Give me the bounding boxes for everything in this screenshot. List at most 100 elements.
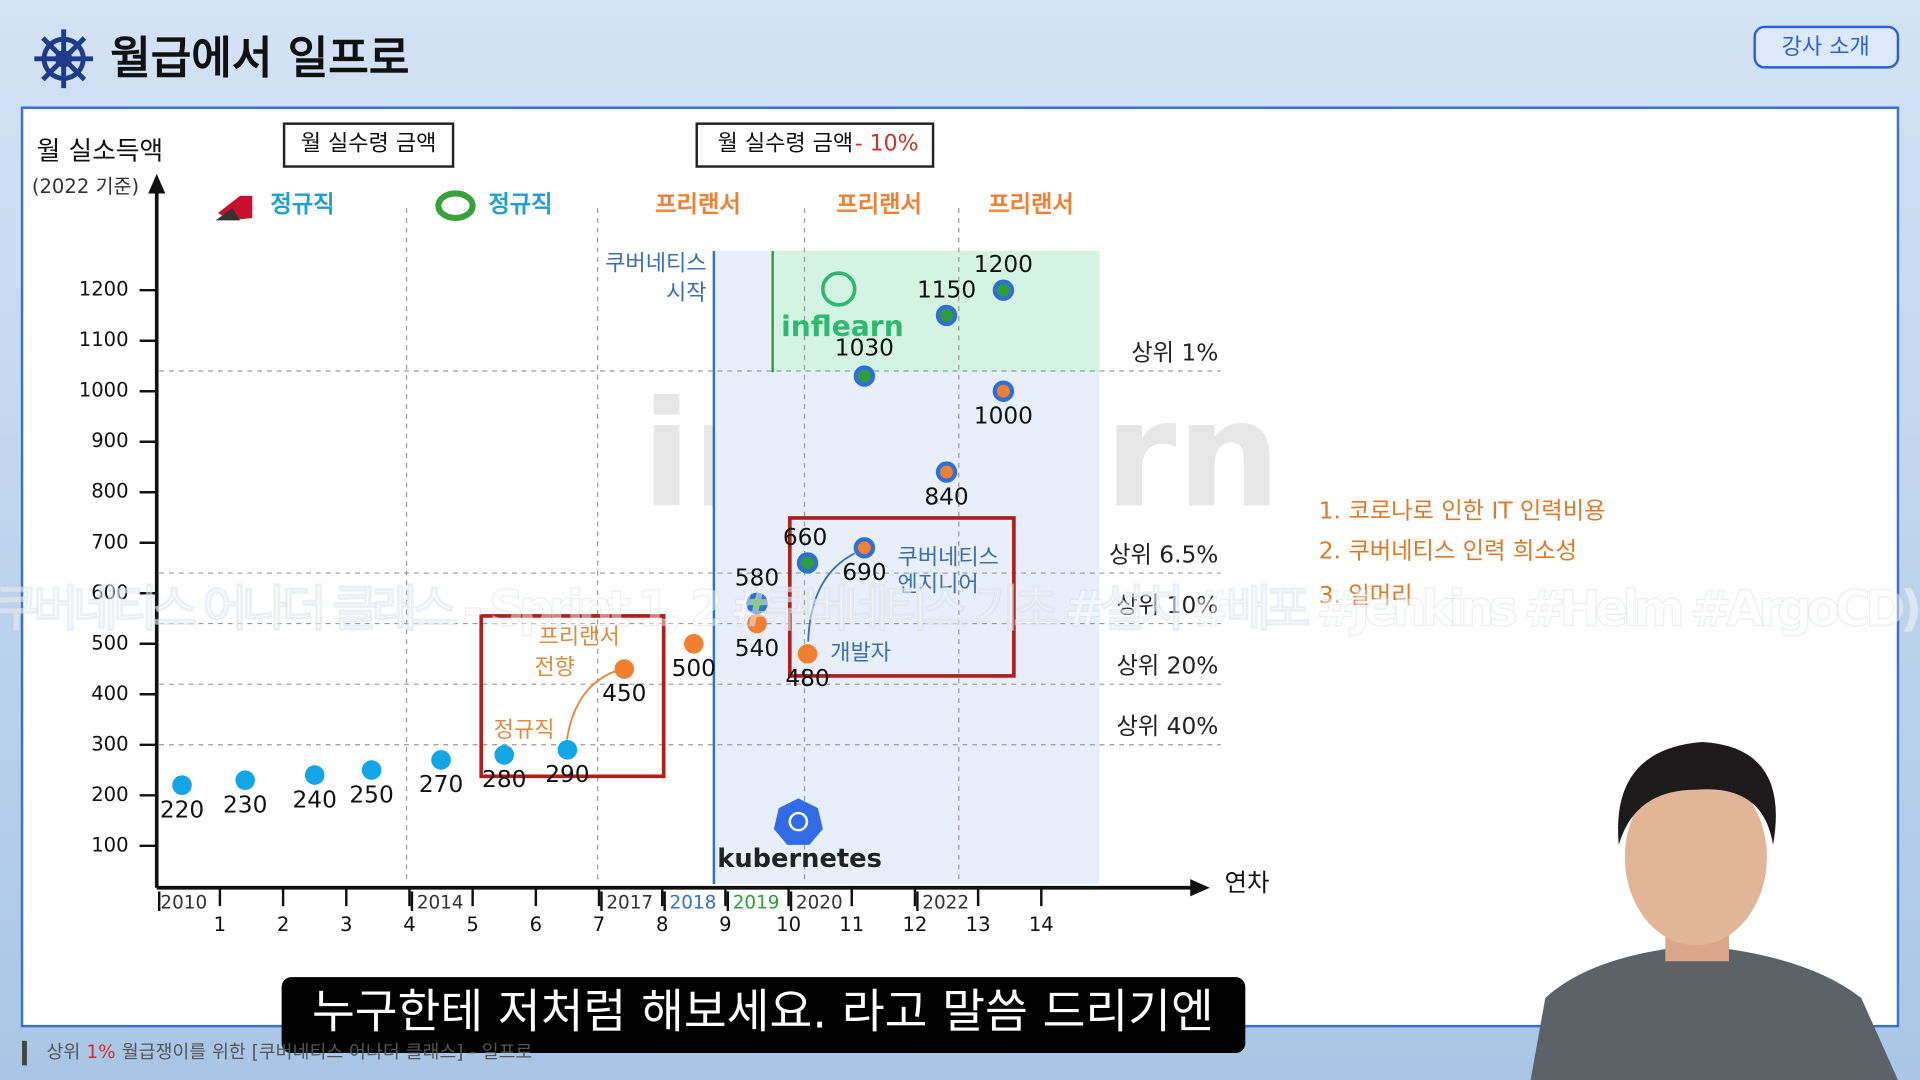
year-label: 2018: [670, 893, 717, 914]
y-tick-label: 200: [91, 783, 128, 806]
annotation: 시작: [666, 281, 707, 306]
threshold-label: 상위 40%: [1117, 713, 1219, 740]
y-tick-label: 500: [91, 631, 128, 654]
data-label: 280: [482, 766, 526, 793]
year-label: 2014: [417, 893, 464, 914]
ticker: 쿠버네티스 어나더 클래스 - Sprint 1, 2 #쿠버네티스 기초 #설…: [0, 581, 1920, 638]
salary-box-label: 월 실수령 금액: [301, 131, 437, 156]
salary-box-label: 월 실수령 금액: [718, 131, 854, 156]
data-label: 540: [735, 635, 779, 662]
data-label: 1150: [917, 276, 976, 303]
data-label: 450: [602, 680, 646, 707]
threshold-label: 상위 10%: [1117, 592, 1219, 619]
presenter-face: [1624, 768, 1767, 946]
x-tick-label: 4: [403, 913, 415, 936]
data-label: 290: [545, 761, 589, 788]
button-frame[interactable]: [1753, 25, 1900, 69]
data-label: 500: [672, 655, 716, 682]
note: 3. 일머리: [1319, 582, 1413, 609]
transition-arrow: [566, 670, 617, 740]
threshold-label: 상위 1%: [1131, 339, 1218, 366]
data-point: [614, 659, 635, 679]
y-tick-label: 800: [91, 480, 128, 503]
column-header: 정규직: [488, 191, 552, 218]
data-label: 1000: [974, 402, 1033, 429]
data-point: [853, 365, 876, 387]
data-label: 230: [223, 791, 267, 818]
subtitle: 누구한테 저처럼 해보세요. 라고 말씀 드리기엔: [312, 985, 1214, 1039]
highlight-box: [787, 516, 1016, 678]
y-axis-arrow: [148, 173, 166, 194]
year-label: 2017: [606, 893, 653, 914]
data-point: [557, 740, 578, 760]
annotation: 전향: [534, 656, 575, 681]
year-label: 2019: [733, 893, 780, 914]
presenter-hair: [1618, 742, 1776, 845]
footer-highlight: 1%: [86, 1042, 115, 1063]
data-label: 580: [735, 564, 779, 591]
data-point: [935, 461, 958, 483]
threshold-label: 상위 20%: [1117, 653, 1219, 680]
annotation: 정규직: [494, 718, 555, 743]
chart: inflearn 상위 1% 상위 6.5% 상위 10% 상위 20% 상위 40% 월 …: [32, 122, 1281, 936]
salary-box: [282, 122, 455, 168]
x-tick-label: 10: [776, 913, 801, 936]
x-tick-label: 6: [530, 913, 542, 936]
y-tick-label: 700: [91, 530, 128, 553]
column-header: 정규직: [270, 191, 334, 218]
data-label: 840: [924, 483, 968, 510]
note: 2. 쿠버네티스 인력 희소성: [1319, 538, 1577, 565]
year-label: 2020: [796, 893, 843, 914]
y-tick-label: 1100: [79, 328, 129, 351]
data-point: [797, 644, 818, 664]
x-tick-label: 11: [839, 913, 864, 936]
transition-arrow: [807, 552, 856, 642]
data-point: [172, 775, 192, 795]
data-point: [747, 613, 767, 634]
x-tick-label: 12: [902, 913, 927, 936]
x-axis-arrow: [1190, 879, 1210, 897]
annotation: 프리랜서: [539, 625, 620, 650]
year-label: 2010: [160, 893, 207, 914]
x-tick-label: 9: [719, 913, 731, 936]
x-tick-label: 2: [277, 913, 289, 936]
data-label: 270: [419, 771, 463, 798]
y-tick-label: 600: [91, 581, 128, 604]
inflearn-logo: inflearn: [781, 310, 904, 343]
y-tick-label: 1000: [79, 379, 129, 402]
data-point: [992, 380, 1015, 402]
data-label: 240: [292, 786, 336, 813]
data-label: 690: [842, 559, 886, 586]
data-label: 1030: [835, 335, 894, 362]
company-icon-2: [435, 190, 476, 222]
data-point: [746, 592, 768, 615]
annotation: 쿠버네티스: [898, 545, 999, 570]
x-axis-title: 연차: [1224, 868, 1269, 897]
highlight-box: [479, 614, 666, 779]
x-tick-label: 13: [966, 913, 991, 936]
footer-bar: [22, 1040, 27, 1066]
x-tick-label: 5: [466, 913, 478, 936]
y-axis-subtitle: (2022 기준): [32, 175, 139, 198]
y-axis-title: 월 실소득액: [37, 136, 163, 166]
annotation: 쿠버네티스: [605, 251, 706, 276]
kubernetes-logo-icon: [773, 798, 823, 845]
helm-icon: [34, 29, 94, 89]
page-title: 월급에서 일프로: [110, 33, 409, 84]
instructor-button[interactable]: 강사 소개: [1753, 25, 1900, 69]
column-header: 프리랜서: [988, 191, 1074, 218]
threshold-label: 상위 6.5%: [1109, 541, 1218, 568]
data-point: [853, 537, 876, 559]
y-tick-label: 300: [91, 732, 128, 755]
footer: 상위 1% 월급쟁이를 위한 [쿠버네티스 어나더 클래스] - 일프로: [47, 1042, 533, 1063]
salary-box-suffix: - 10%: [855, 131, 919, 156]
note: 1. 코로나로 인한 IT 인력비용: [1319, 497, 1606, 524]
column-header: 프리랜서: [655, 191, 741, 218]
top-tier-region: [772, 251, 1100, 373]
data-point: [935, 304, 958, 327]
company-icon-1-shade: [215, 208, 240, 221]
button-label[interactable]: 강사 소개: [1782, 35, 1870, 60]
